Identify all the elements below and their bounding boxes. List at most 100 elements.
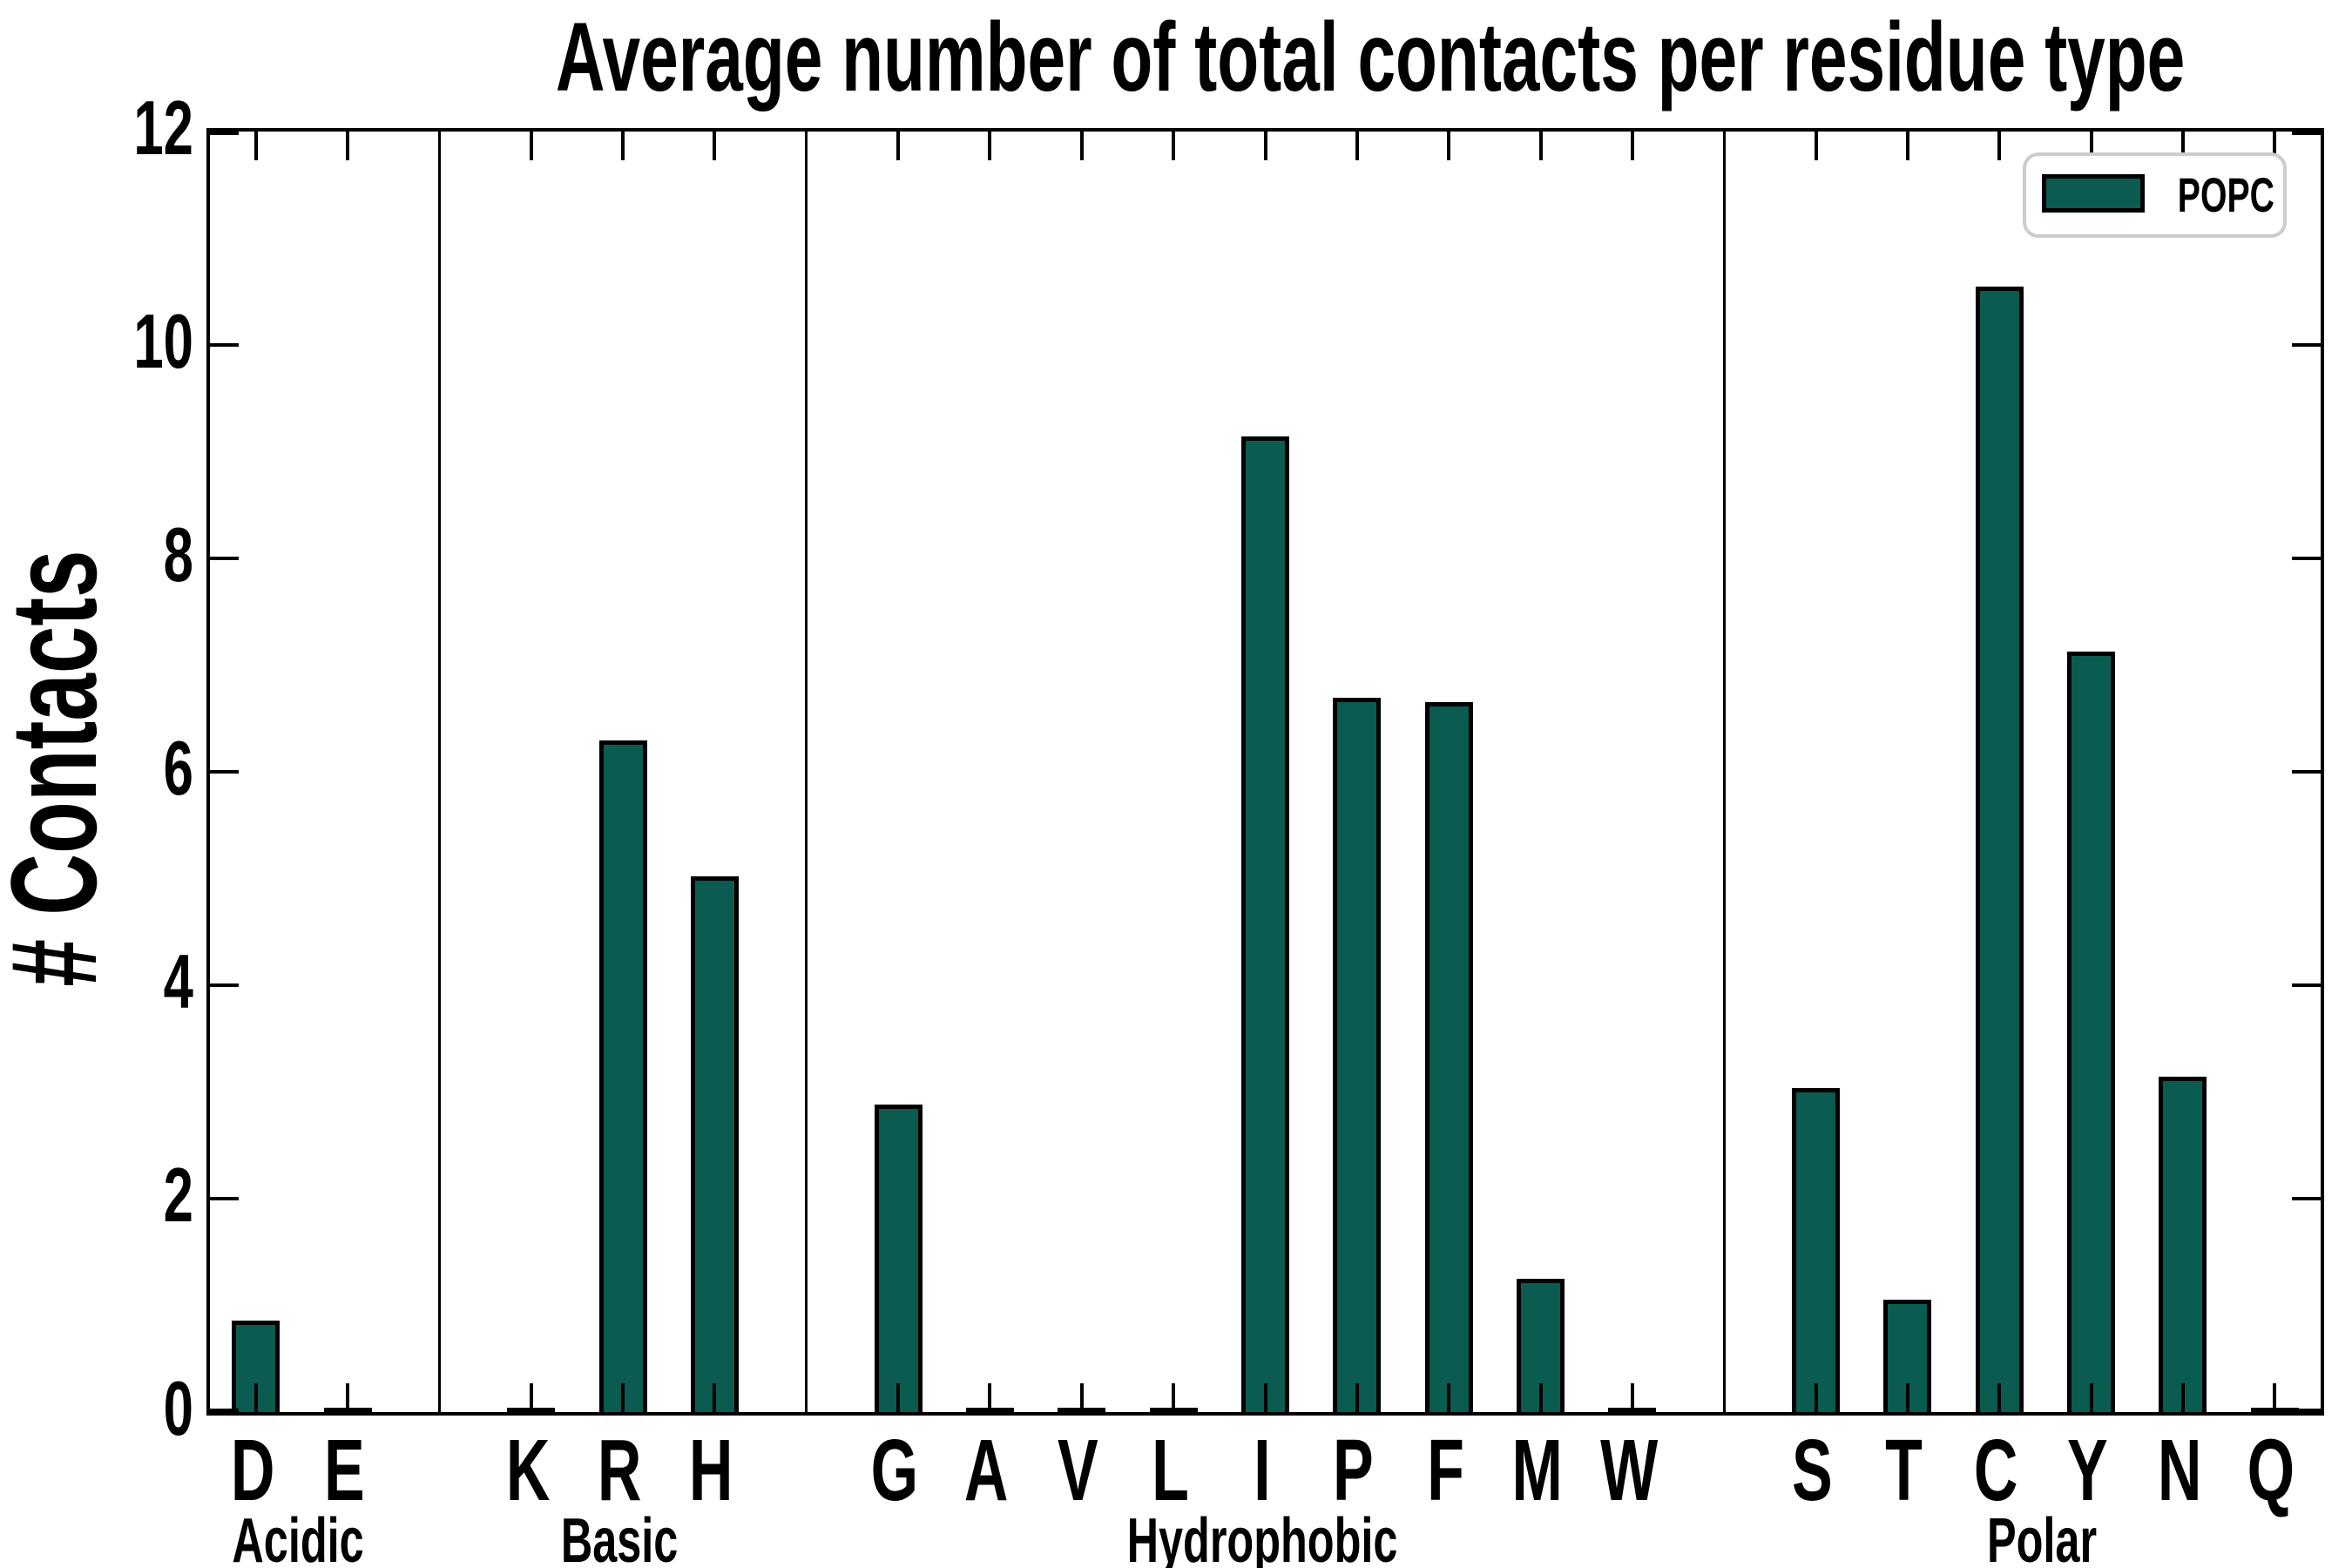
x-tick-label-S: S xyxy=(1726,1427,1900,1514)
x-tick-label-text: M xyxy=(1511,1422,1563,1519)
x-tick-label-K: K xyxy=(441,1427,615,1514)
x-tick-label-text: C xyxy=(1974,1422,2018,1519)
x-tick-D xyxy=(253,1383,258,1412)
x-tick-label-text: V xyxy=(1058,1422,1099,1519)
y-tick-label-6: 6 xyxy=(0,729,193,808)
x-tick-G xyxy=(896,1383,901,1412)
x-tick-T xyxy=(1905,1383,1909,1412)
x-tick-label-D: D xyxy=(166,1427,340,1514)
x-tick-top-Q xyxy=(2273,132,2277,160)
x-tick-label-I: I xyxy=(1175,1427,1349,1514)
x-tick-top-S xyxy=(1814,132,1818,160)
x-tick-label-text: P xyxy=(1333,1422,1375,1519)
x-tick-label-text: T xyxy=(1885,1422,1923,1519)
group-label-text: Basic xyxy=(560,1506,679,1568)
x-tick-V xyxy=(1079,1383,1084,1412)
legend-popc-label: POPC xyxy=(2177,167,2274,222)
x-tick-label-E: E xyxy=(257,1427,431,1514)
y-tick-label-4: 4 xyxy=(0,943,193,1021)
bar-H xyxy=(690,876,739,1412)
bar-Y xyxy=(2067,651,2116,1412)
y-tick-label-text: 12 xyxy=(133,84,193,171)
x-tick-label-text: E xyxy=(323,1422,365,1519)
x-tick-label-F: F xyxy=(1358,1427,1532,1514)
y-tick-left-6 xyxy=(210,770,239,774)
x-tick-top-M xyxy=(1538,132,1543,160)
x-tick-label-text: N xyxy=(2157,1422,2202,1519)
x-tick-top-A xyxy=(988,132,992,160)
group-label-text: Polar xyxy=(1986,1506,2097,1568)
x-tick-label-Q: Q xyxy=(2184,1427,2352,1514)
chart-title-text: Average number of total contacts per res… xyxy=(555,3,2186,112)
x-tick-top-T xyxy=(1905,132,1909,160)
x-tick-S xyxy=(1814,1383,1818,1412)
x-tick-top-L xyxy=(1172,132,1176,160)
x-tick-E xyxy=(346,1383,350,1412)
x-tick-label-text: S xyxy=(1792,1422,1833,1519)
x-tick-F xyxy=(1447,1383,1451,1412)
x-tick-N xyxy=(2180,1383,2185,1412)
y-tick-right-10 xyxy=(2292,343,2321,347)
x-tick-label-text: G xyxy=(870,1422,919,1519)
group-separator xyxy=(437,132,441,1412)
y-tick-right-4 xyxy=(2292,983,2321,987)
plot-area xyxy=(206,128,2324,1416)
y-tick-label-text: 8 xyxy=(163,511,193,598)
x-tick-label-A: A xyxy=(899,1427,1073,1514)
x-tick-P xyxy=(1355,1383,1359,1412)
x-tick-label-C: C xyxy=(1909,1427,2083,1514)
y-tick-left-10 xyxy=(210,343,239,347)
y-tick-right-2 xyxy=(2292,1197,2321,1200)
x-tick-label-text: W xyxy=(1599,1422,1658,1519)
x-tick-label-text: R xyxy=(597,1422,642,1519)
x-tick-label-text: H xyxy=(689,1422,733,1519)
x-tick-label-text: L xyxy=(1151,1422,1189,1519)
group-label-text: Acidic xyxy=(232,1506,364,1568)
bar-C xyxy=(1975,286,2024,1412)
x-tick-label-W: W xyxy=(1542,1427,1716,1514)
x-tick-Y xyxy=(2089,1383,2093,1412)
x-tick-top-R xyxy=(621,132,625,160)
y-tick-right-12 xyxy=(2292,132,2321,135)
x-tick-label-text: I xyxy=(1253,1422,1271,1519)
bar-G xyxy=(874,1105,923,1412)
x-tick-top-P xyxy=(1355,132,1359,160)
x-tick-label-Y: Y xyxy=(2001,1427,2175,1514)
x-tick-C xyxy=(1997,1383,2002,1412)
y-tick-label-text: 6 xyxy=(163,725,193,811)
x-tick-top-V xyxy=(1079,132,1084,160)
x-tick-label-text: Q xyxy=(2247,1422,2295,1519)
bar-N xyxy=(2159,1077,2207,1412)
group-separator xyxy=(805,132,808,1412)
x-tick-label-R: R xyxy=(532,1427,706,1514)
x-tick-label-H: H xyxy=(624,1427,798,1514)
x-tick-label-text: F xyxy=(1426,1422,1464,1519)
x-tick-label-G: G xyxy=(808,1427,982,1514)
x-tick-top-F xyxy=(1447,132,1451,160)
bar-I xyxy=(1241,436,1289,1412)
y-tick-label-2: 2 xyxy=(0,1156,193,1234)
x-tick-label-text: D xyxy=(230,1422,274,1519)
x-tick-label-T: T xyxy=(1817,1427,1991,1514)
y-tick-left-0 xyxy=(210,1409,239,1412)
group-separator xyxy=(1722,132,1726,1412)
legend-box: POPC xyxy=(2023,152,2287,238)
y-tick-label-12: 12 xyxy=(0,89,193,167)
x-tick-top-W xyxy=(1630,132,1634,160)
y-tick-label-text: 0 xyxy=(163,1365,193,1451)
y-tick-right-6 xyxy=(2292,770,2321,774)
group-label-Acidic: Acidic xyxy=(80,1510,516,1568)
group-label-text: Hydrophobic xyxy=(1126,1506,1397,1568)
x-tick-label-P: P xyxy=(1267,1427,1441,1514)
x-tick-label-text: A xyxy=(964,1422,1009,1519)
y-tick-left-2 xyxy=(210,1197,239,1200)
y-tick-left-4 xyxy=(210,983,239,987)
x-tick-label-M: M xyxy=(1450,1427,1625,1514)
group-label-Polar: Polar xyxy=(1824,1510,2260,1568)
x-tick-label-text: K xyxy=(505,1422,550,1519)
y-tick-left-12 xyxy=(210,132,239,135)
legend-popc-swatch xyxy=(2042,174,2145,213)
bar-F xyxy=(1424,702,1473,1412)
bar-S xyxy=(1792,1087,1841,1412)
